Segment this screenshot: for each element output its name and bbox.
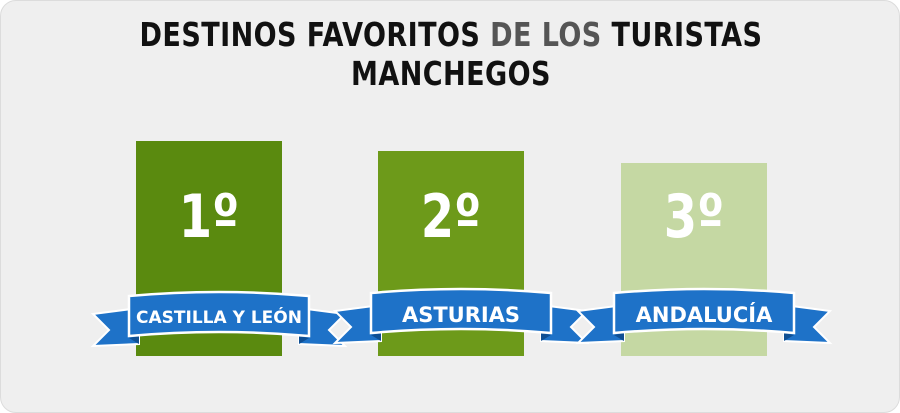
- destination-label-first: CASTILLA Y LEÓN: [136, 308, 302, 328]
- ribbon-second: ASTURIAS: [331, 283, 591, 353]
- destination-label-third: ANDALUCÍA: [635, 303, 773, 327]
- title-part-1: DESTINOS FAVORITOS: [139, 15, 491, 54]
- ribbon-first: CASTILLA Y LEÓN: [89, 286, 349, 356]
- rank-third: 3º: [663, 182, 725, 252]
- page-title: DESTINOS FAVORITOS DE LOS TURISTAS MANCH…: [82, 15, 820, 93]
- ribbon-banner-shape: [575, 287, 833, 345]
- title-part-3: TURISTAS MANCHEGOS: [351, 15, 763, 93]
- title-part-2: DE LOS: [490, 15, 602, 54]
- destination-label-second: ASTURIAS: [401, 303, 521, 327]
- rank-second: 2º: [420, 182, 482, 252]
- rank-first: 1º: [178, 182, 240, 252]
- ribbon-banner-shape: [332, 287, 590, 345]
- ribbon-third: ANDALUCÍA: [574, 283, 834, 353]
- ribbon-banner-shape: [90, 290, 348, 348]
